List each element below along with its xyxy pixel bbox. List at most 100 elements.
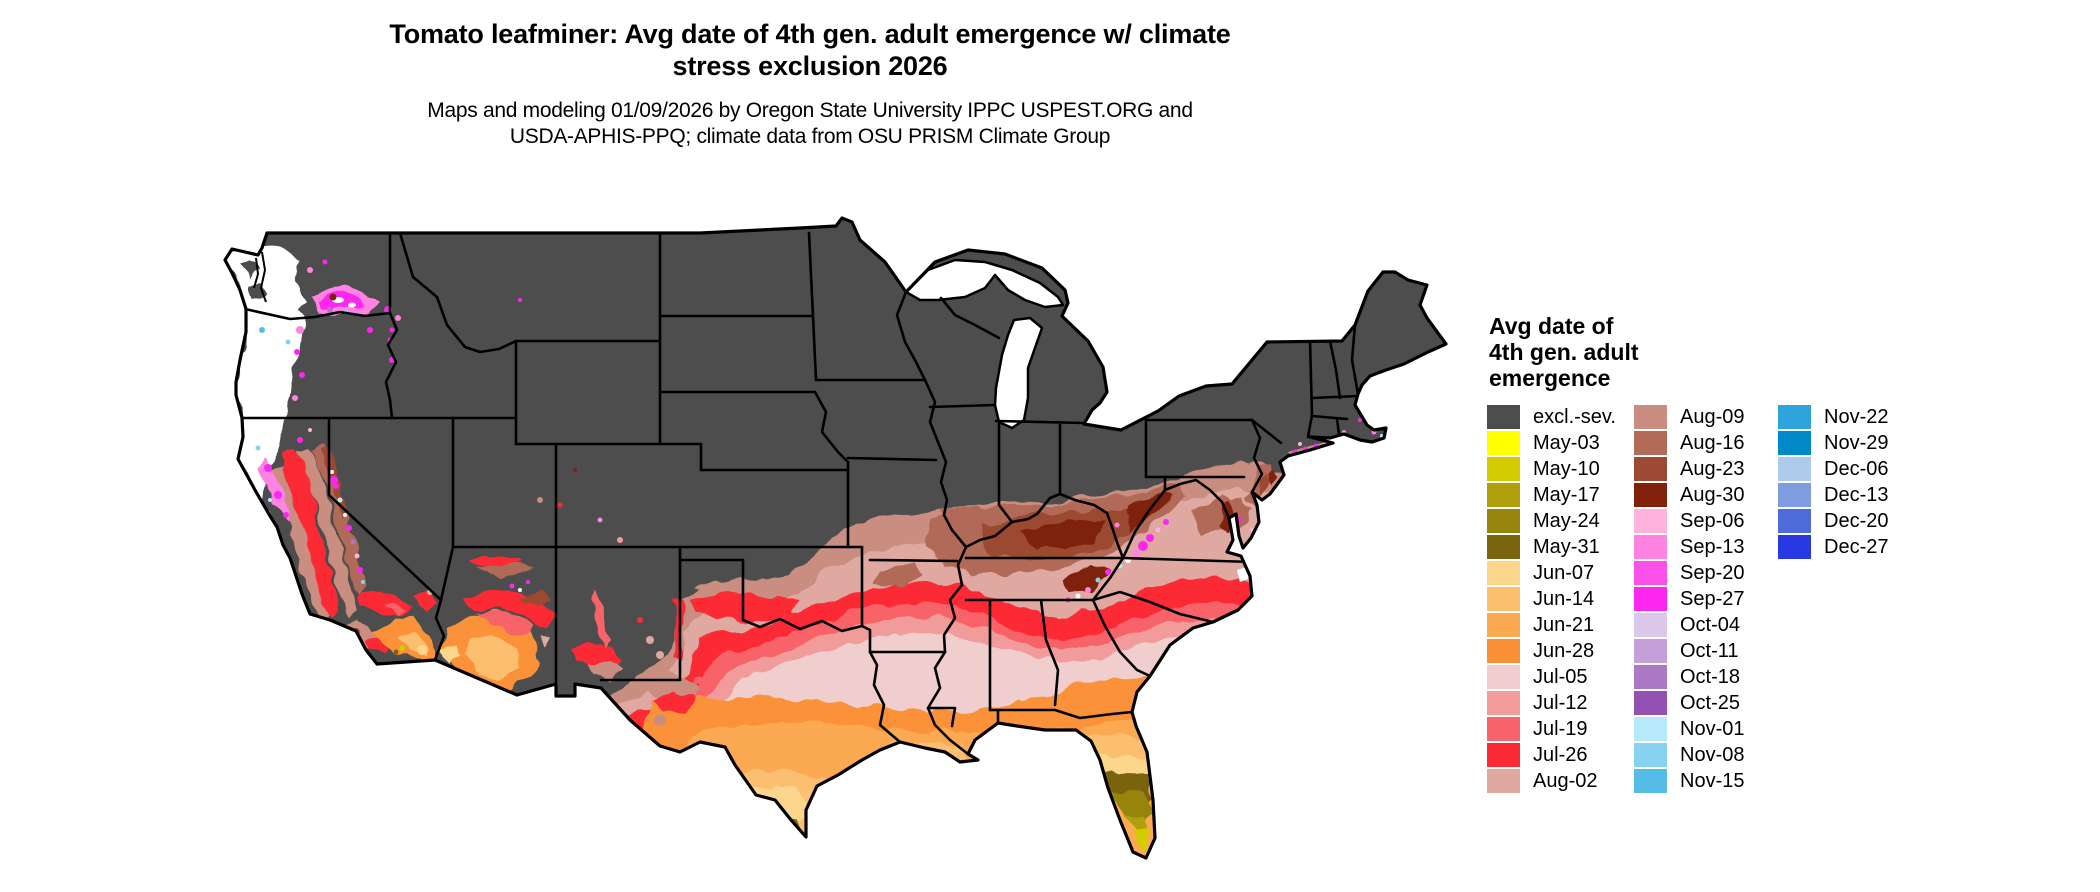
legend-row: excl.-sev. <box>1487 404 1616 430</box>
legend-label: Jun-07 <box>1533 562 1595 584</box>
legend-swatch <box>1634 639 1667 663</box>
legend-row: Sep-27 <box>1634 586 1745 612</box>
legend-label: May-31 <box>1533 536 1600 558</box>
legend-label: Nov-01 <box>1680 718 1745 740</box>
legend-swatch <box>1487 717 1520 741</box>
legend-row: May-31 <box>1487 534 1616 560</box>
legend-row: Jul-19 <box>1487 716 1616 742</box>
legend-row: Jul-26 <box>1487 742 1616 768</box>
page-subtitle-line1: Maps and modeling 01/09/2026 by Oregon S… <box>427 99 1193 122</box>
legend-label: Dec-27 <box>1824 536 1889 558</box>
state-borders <box>240 231 1360 756</box>
legend-swatch <box>1487 431 1520 455</box>
legend-row: Sep-20 <box>1634 560 1745 586</box>
legend-swatch <box>1487 561 1520 585</box>
legend-row: Nov-22 <box>1778 404 1888 430</box>
legend-label: Dec-20 <box>1824 510 1889 532</box>
legend-label: Jul-19 <box>1533 718 1588 740</box>
legend-swatch <box>1634 665 1667 689</box>
legend-label: Sep-20 <box>1680 562 1745 584</box>
legend-row: Aug-16 <box>1634 430 1745 456</box>
legend-row: Jun-14 <box>1487 586 1616 612</box>
legend-swatch <box>1487 743 1520 767</box>
legend-row: Nov-29 <box>1778 430 1888 456</box>
legend-swatch <box>1634 743 1667 767</box>
legend-row: May-10 <box>1487 456 1616 482</box>
legend-label: Nov-15 <box>1680 770 1745 792</box>
legend-row: Dec-13 <box>1778 482 1888 508</box>
legend-label: excl.-sev. <box>1533 406 1616 428</box>
legend-swatch <box>1487 587 1520 611</box>
legend-swatch <box>1487 405 1520 429</box>
legend-swatch <box>1634 431 1667 455</box>
legend-label: May-17 <box>1533 484 1600 506</box>
legend-row: Jul-12 <box>1487 690 1616 716</box>
legend-label: Aug-23 <box>1680 458 1745 480</box>
legend-label: Jul-26 <box>1533 744 1588 766</box>
legend-swatch <box>1487 769 1520 793</box>
legend-row: Nov-08 <box>1634 742 1745 768</box>
legend-label: Aug-02 <box>1533 770 1598 792</box>
legend-label: Aug-16 <box>1680 432 1745 454</box>
legend-swatch <box>1487 483 1520 507</box>
legend-label: Jul-05 <box>1533 666 1588 688</box>
lake-superior <box>904 258 1065 309</box>
legend-column-1: excl.-sev. May-03 May-10 May-17 May-24 May-31… <box>1487 404 1616 794</box>
legend-swatch <box>1634 535 1667 559</box>
legend-swatch <box>1634 769 1667 793</box>
legend-row: Oct-11 <box>1634 638 1745 664</box>
legend-label: Dec-06 <box>1824 458 1889 480</box>
legend-label: Sep-13 <box>1680 536 1745 558</box>
legend-title-line1: Avg date of <box>1489 313 1614 339</box>
page-subtitle-line2: USDA-APHIS-PPQ; climate data from OSU PR… <box>509 125 1111 148</box>
legend-row: Nov-15 <box>1634 768 1745 794</box>
legend-row: Sep-13 <box>1634 534 1745 560</box>
legend-swatch <box>1634 691 1667 715</box>
legend-row: Dec-20 <box>1778 508 1888 534</box>
legend-label: May-03 <box>1533 432 1600 454</box>
legend-title-line2: 4th gen. adult <box>1489 339 1639 365</box>
great-lakes <box>904 258 1065 430</box>
legend-swatch <box>1634 457 1667 481</box>
legend-title-line3: emergence <box>1489 365 1611 391</box>
legend-row: May-03 <box>1487 430 1616 456</box>
legend-label: Oct-25 <box>1680 692 1741 714</box>
legend-row: May-17 <box>1487 482 1616 508</box>
legend-row: Jun-28 <box>1487 638 1616 664</box>
legend-swatch <box>1778 535 1811 559</box>
legend-row: Dec-27 <box>1778 534 1888 560</box>
legend-swatch <box>1778 431 1811 455</box>
legend-label: Aug-09 <box>1680 406 1745 428</box>
legend-label: Sep-06 <box>1680 510 1745 532</box>
legend-swatch <box>1634 483 1667 507</box>
legend-row: May-24 <box>1487 508 1616 534</box>
us-outline <box>223 216 1448 860</box>
legend-swatch <box>1634 717 1667 741</box>
legend-label: Jun-28 <box>1533 640 1595 662</box>
legend-label: Oct-11 <box>1680 640 1739 662</box>
legend-swatch <box>1634 509 1667 533</box>
legend-swatch <box>1487 639 1520 663</box>
legend-swatch <box>1634 405 1667 429</box>
legend-label: May-24 <box>1533 510 1600 532</box>
legend-swatch <box>1778 405 1811 429</box>
legend-label: Jun-14 <box>1533 588 1595 610</box>
legend-column-3: Nov-22 Nov-29 Dec-06 Dec-13 Dec-20 Dec-27 <box>1778 404 1888 560</box>
legend-row: Sep-06 <box>1634 508 1745 534</box>
lake-michigan <box>993 316 1044 430</box>
legend-label: Jul-12 <box>1533 692 1588 714</box>
legend-column-2: Aug-09 Aug-16 Aug-23 Aug-30 Sep-06 Sep-13 Sep-… <box>1634 404 1745 794</box>
legend-swatch <box>1487 691 1520 715</box>
page-title-line2: stress exclusion 2026 <box>672 51 948 81</box>
legend-row: Oct-04 <box>1634 612 1745 638</box>
page-title-line1: Tomato leafminer: Avg date of 4th gen. a… <box>389 19 1231 49</box>
legend-row: Aug-23 <box>1634 456 1745 482</box>
legend-label: Nov-29 <box>1824 432 1889 454</box>
legend-row: Aug-09 <box>1634 404 1745 430</box>
legend-label: May-10 <box>1533 458 1600 480</box>
legend-swatch <box>1634 587 1667 611</box>
legend-swatch <box>1487 665 1520 689</box>
legend-label: Nov-08 <box>1680 744 1745 766</box>
legend-swatch <box>1778 483 1811 507</box>
legend-row: Jun-07 <box>1487 560 1616 586</box>
